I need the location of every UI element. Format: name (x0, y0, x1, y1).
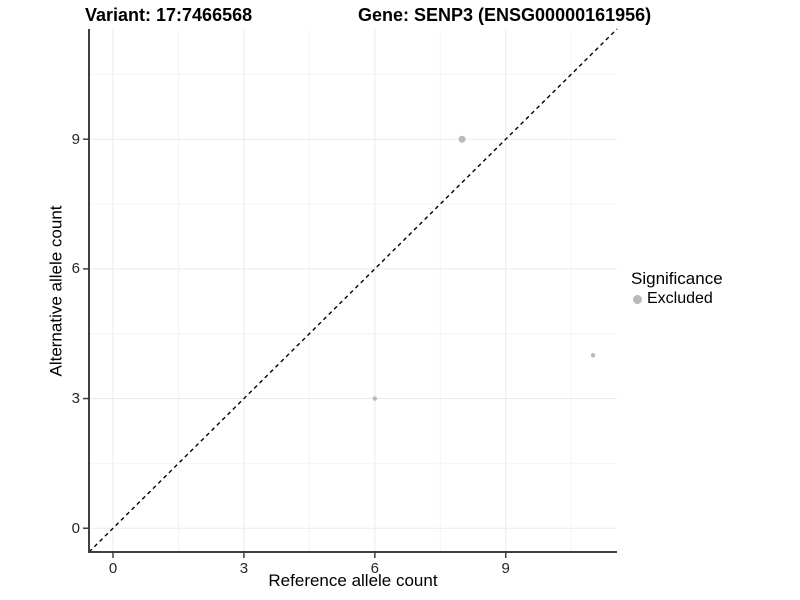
y-tick-label: 0 (71, 519, 80, 537)
legend-entry-excluded: Excluded (633, 290, 723, 308)
y-axis-title-text: Alternative allele count (47, 204, 67, 377)
data-point (590, 353, 596, 358)
identity-line (88, 28, 618, 553)
data-point (372, 396, 378, 401)
x-tick-label: 9 (501, 560, 510, 577)
legend-title: Significance (631, 269, 723, 288)
y-tick-label: 3 (71, 390, 80, 408)
y-tick-label: 9 (71, 130, 80, 148)
legend-entry-label: Excluded (647, 290, 713, 307)
x-tick-label: 0 (108, 560, 118, 577)
data-point (458, 135, 466, 143)
legend: Significance Excluded (631, 269, 723, 308)
y-axis-title: Alternative allele count (44, 29, 70, 552)
x-tick-label: 6 (370, 560, 379, 577)
legend-key-dot-icon (633, 294, 642, 304)
x-tick-label: 3 (239, 560, 249, 577)
plot-title-gene: Gene: SENP3 (ENSG00000161956) (358, 5, 652, 25)
x-axis-title: Reference allele count (268, 571, 438, 590)
plot-title-variant: Variant: 17:7466568 (85, 5, 253, 25)
y-tick-label: 6 (71, 260, 80, 278)
